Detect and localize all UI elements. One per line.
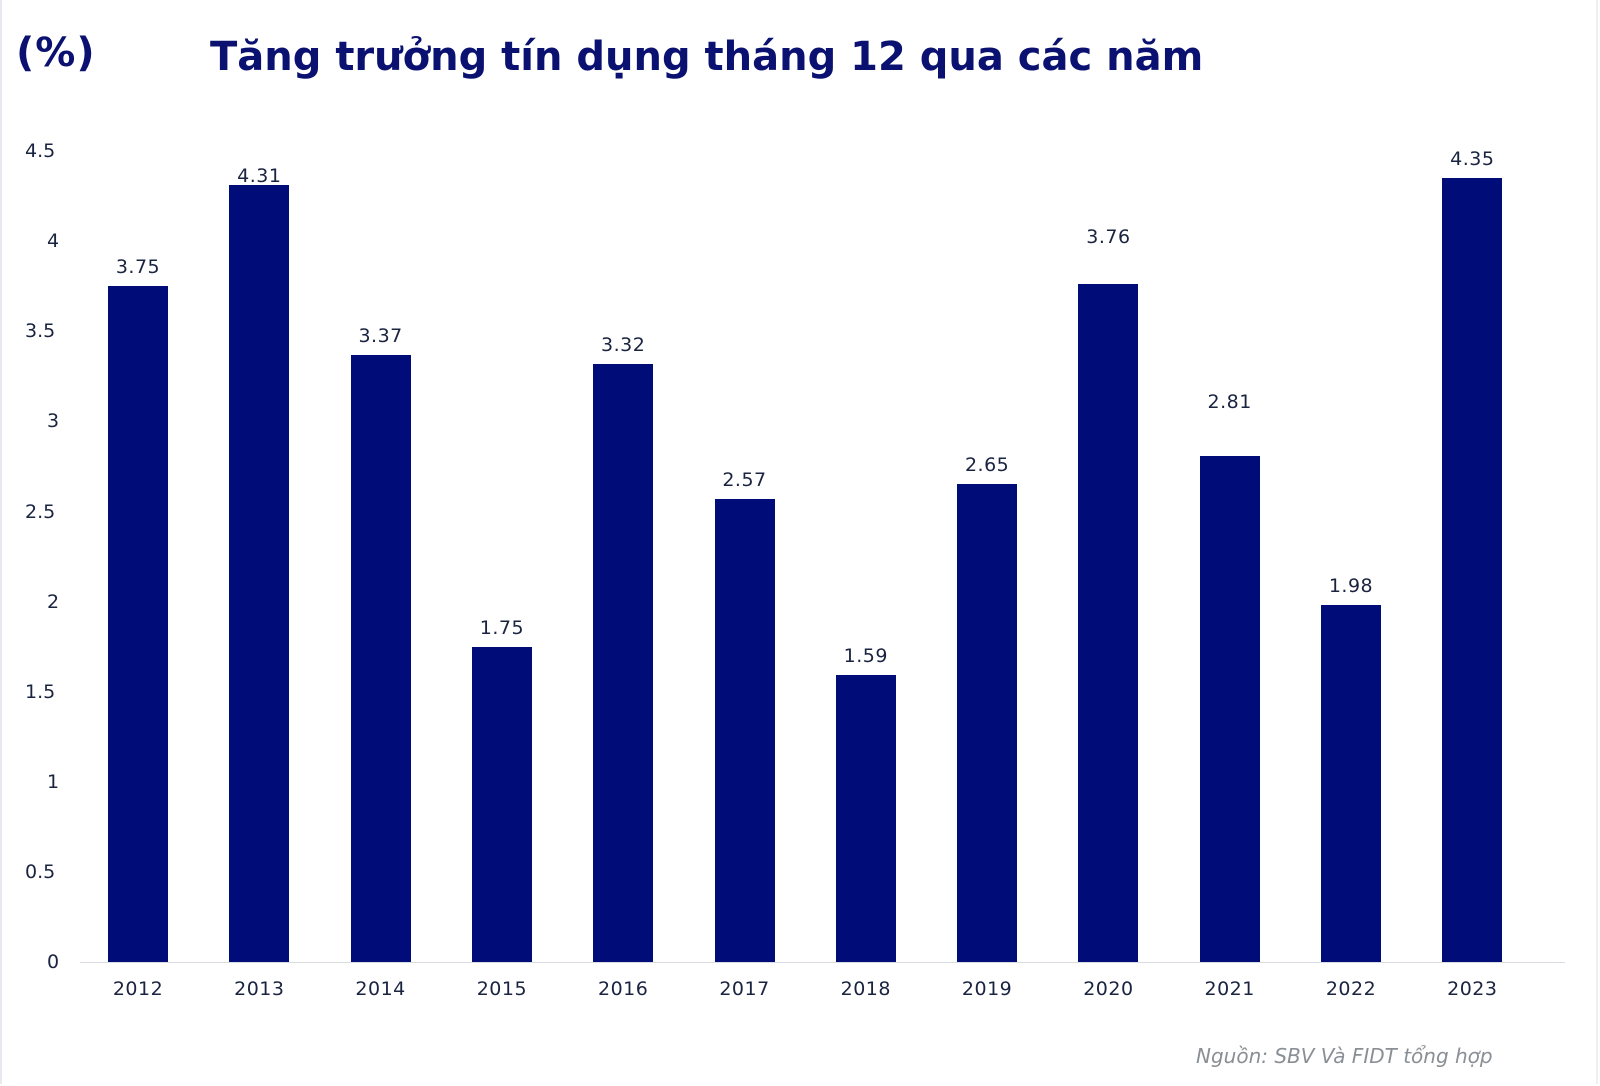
data-label-2013: 4.31 [237, 165, 282, 188]
data-label-2020: 3.76 [1086, 226, 1131, 249]
y-axis-unit-label: (%) [16, 30, 96, 76]
y-tick-label: 3 [47, 410, 60, 433]
x-axis-line [80, 962, 1565, 963]
data-label-2017: 2.57 [722, 468, 767, 491]
bar-2015 [471, 646, 532, 962]
x-tick-label: 2016 [598, 978, 649, 1000]
data-label-2019: 2.65 [964, 454, 1010, 477]
bar-2014 [350, 354, 411, 962]
data-label-2015: 1.75 [479, 616, 525, 639]
source-note: Nguồn: SBV Và FIDT tổng hợp [1196, 1044, 1493, 1068]
bar-2016 [593, 363, 654, 962]
y-tick-label: 0 [47, 951, 60, 973]
x-tick-label: 2021 [1204, 978, 1255, 1000]
bar-2021 [1199, 455, 1260, 962]
x-tick-label: 2014 [355, 978, 406, 1000]
chart-title: Tăng trưởng tín dụng tháng 12 qua các nă… [210, 34, 1204, 80]
x-tick-label: 2022 [1325, 978, 1377, 1000]
y-tick-label: 4.5 [25, 140, 56, 163]
data-label-2021: 2.81 [1207, 390, 1252, 413]
y-tick-label: 3.5 [25, 320, 56, 343]
x-tick-label: 2012 [112, 978, 164, 1000]
data-label-2023: 4.35 [1450, 148, 1495, 171]
bar-2019 [957, 484, 1018, 962]
bar-2020 [1078, 284, 1139, 962]
x-tick-label: 2013 [234, 978, 285, 1000]
y-tick-label: 1 [47, 770, 60, 793]
x-tick-label: 2023 [1447, 978, 1498, 1000]
data-label-2018: 1.59 [843, 645, 888, 668]
bar-2023 [1442, 178, 1503, 962]
bar-2012 [108, 286, 168, 962]
bar-2013 [229, 185, 290, 962]
bar-2017 [714, 498, 775, 962]
data-label-2012: 3.75 [115, 256, 161, 279]
y-tick-label: 1.5 [25, 680, 56, 703]
y-tick-label: 2 [47, 590, 60, 613]
x-tick-label: 2015 [476, 978, 528, 1000]
x-tick-label: 2017 [719, 978, 770, 1000]
data-label-2016: 3.32 [601, 333, 646, 356]
y-tick-label: 4 [47, 230, 60, 253]
data-label-2014: 3.37 [358, 324, 403, 347]
bar-2018 [835, 675, 896, 962]
bar-2022 [1321, 605, 1381, 962]
x-tick-label: 2019 [961, 978, 1013, 1000]
data-label-2022: 1.98 [1328, 575, 1374, 598]
y-tick-label: 0.5 [25, 860, 56, 883]
y-tick-label: 2.5 [25, 500, 56, 523]
x-tick-label: 2020 [1083, 978, 1134, 1000]
x-tick-label: 2018 [840, 978, 891, 1000]
